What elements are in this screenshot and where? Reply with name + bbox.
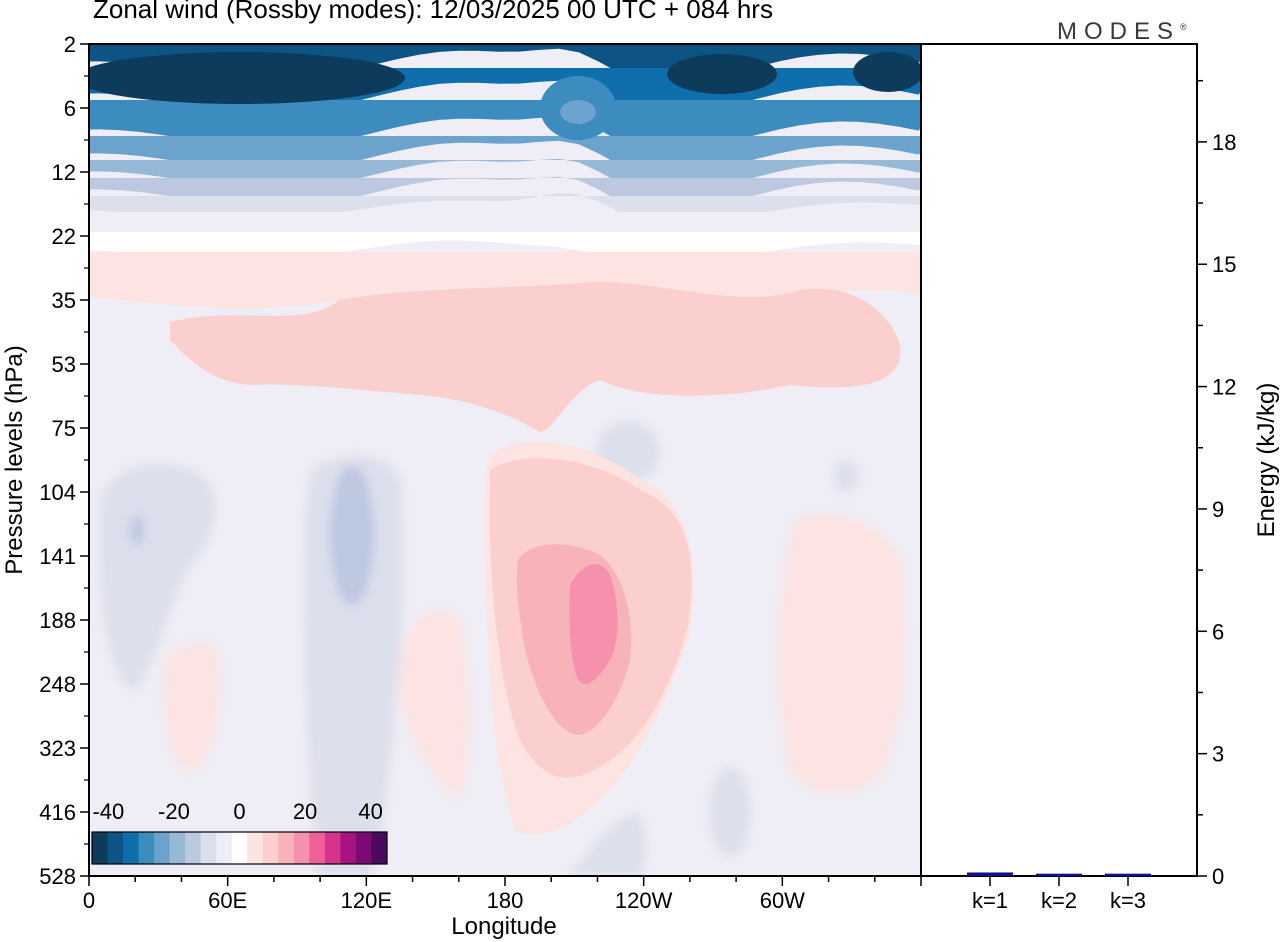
energy-tick-label: 3 (1212, 742, 1224, 767)
energy-tick-label: 6 (1212, 619, 1224, 644)
y-tick-label: 528 (39, 864, 76, 889)
colorbar-swatch (340, 832, 357, 864)
y-tick-label: 75 (52, 416, 76, 441)
y-tick-label: 141 (39, 544, 76, 569)
colorbar-swatch (154, 832, 171, 864)
x-axis-label: Longitude (451, 913, 556, 940)
x-tick-label: 120E (341, 888, 392, 913)
modes-logo: MODES (1057, 18, 1181, 45)
x-tick-label: 120W (615, 888, 673, 913)
y-tick-label: 323 (39, 736, 76, 761)
y-axis-label: Pressure levels (hPa) (1, 345, 28, 574)
energy-panel-frame (920, 43, 1198, 877)
y-tick-label: 6 (64, 96, 76, 121)
energy-axis-label: Energy (kJ/kg) (1253, 383, 1280, 538)
x-tick-label: 180 (487, 888, 524, 913)
x-tick-label: 60W (760, 888, 805, 913)
x-tick-label: 0 (83, 888, 95, 913)
colorbar-swatch (200, 832, 217, 864)
contour-fills (89, 44, 921, 876)
colorbar-swatch (324, 832, 341, 864)
colorbar-swatch (262, 832, 279, 864)
y-tick-label: 188 (39, 608, 76, 633)
colorbar-swatch (278, 832, 295, 864)
y-tick-label: 416 (39, 800, 76, 825)
y-tick-label: 2 (64, 32, 76, 57)
colorbar-swatch (169, 832, 186, 864)
energy-axis: 0 3 6 9 12 15 18 (1197, 79, 1236, 889)
colorbar-swatch (309, 832, 326, 864)
colorbar-swatch (107, 832, 124, 864)
colorbar-swatch (92, 832, 109, 864)
registered-mark: ® (1180, 22, 1187, 32)
colorbar-tick-label: -40 (92, 799, 124, 824)
colorbar-swatch (123, 832, 140, 864)
energy-tick-label: 9 (1212, 497, 1224, 522)
colorbar-tick-label: -20 (158, 799, 190, 824)
energy-bars: k=1 k=2 k=3 (967, 872, 1151, 913)
k-tick-label: k=1 (972, 888, 1008, 913)
k-tick-label: k=3 (1110, 888, 1146, 913)
x-tick-label: 60E (208, 888, 247, 913)
colorbar-swatch (355, 832, 372, 864)
y-tick-label: 53 (52, 352, 76, 377)
colorbar-swatch (231, 832, 248, 864)
colorbar-swatch (185, 832, 202, 864)
colorbar-tick-label: 40 (358, 799, 382, 824)
k-tick-label: k=2 (1041, 888, 1077, 913)
y-tick-label: 22 (52, 224, 76, 249)
colorbar-swatch (216, 832, 233, 864)
energy-bar (967, 872, 1013, 876)
y-tick-label: 248 (39, 672, 76, 697)
x-axis: 0 60E 120E 180 120W 60W (83, 876, 922, 913)
y-tick-label: 12 (52, 160, 76, 185)
energy-bar (1105, 873, 1151, 877)
chart-title: Zonal wind (Rossby modes): 12/03/2025 00… (93, 0, 773, 24)
colorbar-tick-label: 20 (293, 799, 317, 824)
energy-tick-label: 18 (1212, 130, 1236, 155)
colorbar-swatch (138, 832, 155, 864)
energy-tick-label: 0 (1212, 864, 1224, 889)
energy-tick-label: 15 (1212, 252, 1236, 277)
y-tick-label: 104 (39, 480, 76, 505)
colorbar-swatch (371, 832, 388, 864)
contour-plot (89, 44, 921, 876)
colorbar-tick-label: 0 (233, 799, 245, 824)
energy-tick-label: 12 (1212, 375, 1236, 400)
y-axis: 2 6 12 22 35 53 75 104 141 188 248 323 416 528 (39, 32, 89, 889)
y-tick-label: 35 (52, 288, 76, 313)
colorbar: -40 -20 0 20 40 (91, 799, 388, 865)
colorbar-swatch (247, 832, 264, 864)
energy-bar (1036, 873, 1082, 877)
colorbar-swatch (293, 832, 310, 864)
